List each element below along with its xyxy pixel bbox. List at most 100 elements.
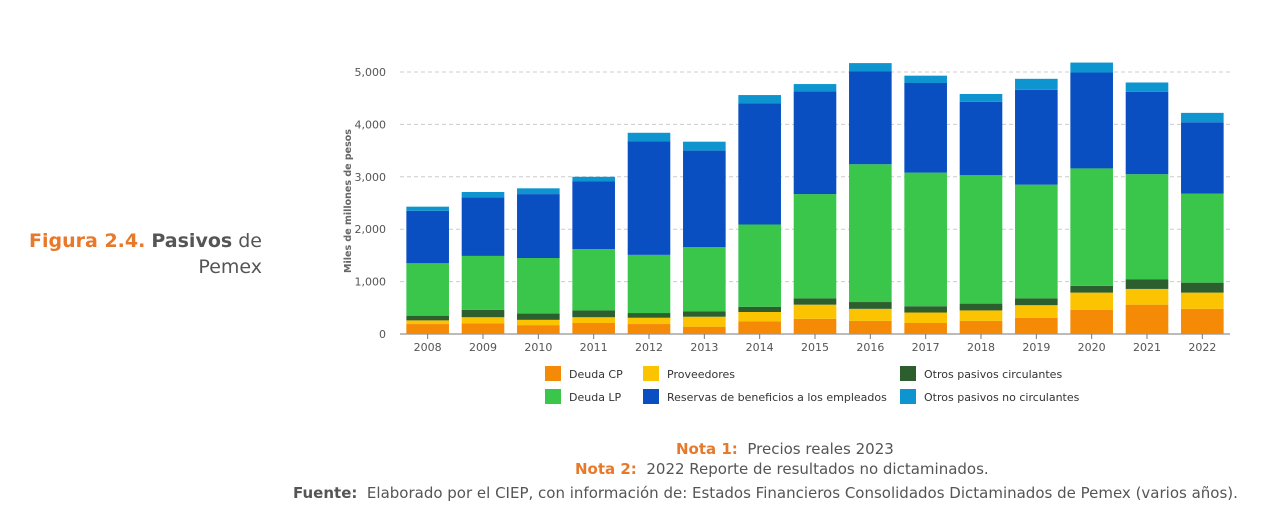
y-tick-label: 1,000 — [355, 276, 387, 289]
bar-segment — [517, 188, 560, 195]
nota-1: Nota 1: Precios reales 2023 — [676, 440, 894, 458]
nota-2: Nota 2: 2022 Reporte de resultados no di… — [575, 460, 989, 478]
bar-segment — [738, 311, 781, 322]
bar-segment — [793, 318, 837, 334]
x-tick-label: 2012 — [635, 341, 663, 354]
bar-segment — [1015, 184, 1058, 299]
legend-label: Reservas de beneficios a los empleados — [667, 391, 887, 404]
y-tick-label: 4,000 — [355, 118, 387, 131]
x-tick-label: 2016 — [856, 341, 884, 354]
bar-segment — [738, 95, 781, 104]
bar-segment — [959, 320, 1003, 334]
figure-title-bold: Pasivos — [151, 230, 233, 252]
bar-segment — [572, 310, 615, 318]
figure-title: Figura 2.4. Pasivos de Pemex — [0, 228, 262, 280]
y-tick-label: 3,000 — [355, 171, 387, 184]
y-axis: 0 1,000 2,000 3,000 4,000 5,000 — [355, 66, 387, 341]
bar-segment — [572, 249, 615, 311]
legend-label: Otros pasivos no circulantes — [924, 391, 1080, 404]
bar-segment — [1181, 282, 1224, 293]
bar-segment — [1125, 279, 1169, 289]
fuente-label: Fuente: — [293, 484, 358, 502]
bar-segment — [738, 306, 781, 312]
bar-segment — [738, 321, 781, 334]
bar-segment — [406, 263, 449, 316]
y-tick-label: 0 — [379, 328, 386, 341]
bar-segment — [517, 319, 560, 326]
bar-segment — [1181, 193, 1224, 283]
x-axis: 2008 2009 2010 2011 2012 2013 2014 2015 2016 2017… — [414, 334, 1216, 354]
bar-segment — [849, 302, 892, 309]
bar-segment — [793, 84, 837, 92]
legend-label: Deuda LP — [569, 391, 622, 404]
legend-label: Otros pasivos circulantes — [924, 368, 1062, 381]
bar-segment — [1181, 292, 1224, 309]
bar-segment — [627, 141, 671, 255]
bar-segment — [904, 83, 947, 173]
legend-label: Deuda CP — [569, 368, 623, 381]
legend-swatch — [643, 389, 659, 404]
bar-segment — [738, 224, 781, 307]
x-tick-label: 2019 — [1022, 341, 1050, 354]
x-tick-label: 2010 — [524, 341, 552, 354]
bar-segment — [517, 313, 560, 320]
figure-label: Figura 2.4. — [29, 230, 146, 252]
fuente: Fuente: Elaborado por el CIEP, con infor… — [293, 484, 1238, 502]
bar-segment — [793, 194, 837, 299]
nota-2-text: 2022 Reporte de resultados no dictaminad… — [646, 460, 989, 478]
bar-segment — [904, 322, 947, 334]
bar-segment — [793, 91, 837, 195]
bar-segment — [461, 191, 505, 198]
nota-2-label: Nota 2: — [575, 460, 637, 478]
x-tick-label: 2021 — [1133, 341, 1161, 354]
bar-segment — [1015, 317, 1058, 334]
bar-segment — [406, 320, 449, 325]
bar-segment — [461, 317, 505, 324]
bar-segment — [959, 303, 1003, 311]
figure-title-line2: Pemex — [198, 256, 262, 278]
legend-item: Reservas de beneficios a los empleados — [643, 389, 887, 404]
bar-segment — [627, 317, 671, 325]
bar-segment — [849, 308, 892, 321]
bar-segment — [1181, 308, 1224, 334]
legend-swatch — [900, 389, 916, 404]
nota-1-text: Precios reales 2023 — [747, 440, 894, 458]
bar-segment — [1015, 78, 1058, 90]
x-tick-label: 2015 — [801, 341, 829, 354]
x-tick-label: 2013 — [690, 341, 718, 354]
bar-segment — [1070, 309, 1113, 334]
fuente-text: Elaborado por el CIEP, con información d… — [366, 484, 1238, 502]
bar-segment — [683, 316, 726, 327]
bar-segment — [461, 197, 505, 256]
legend-item: Proveedores — [643, 366, 735, 381]
x-tick-label: 2017 — [912, 341, 940, 354]
y-axis-label: Miles de millones de pesos — [343, 129, 354, 273]
bar-segment — [849, 164, 892, 303]
bar-segment — [1070, 292, 1113, 310]
bar-segment — [683, 247, 726, 312]
bars — [406, 62, 1224, 334]
bar-segment — [406, 324, 449, 334]
y-tick-label: 2,000 — [355, 223, 387, 236]
x-tick-label: 2009 — [469, 341, 497, 354]
bar-segment — [572, 322, 615, 334]
bar-segment — [959, 94, 1003, 102]
bar-segment — [406, 206, 449, 211]
legend-swatch — [545, 389, 561, 404]
bar-segment — [627, 132, 671, 142]
bar-segment — [1070, 168, 1113, 286]
bar-segment — [1125, 304, 1169, 334]
bar-segment — [1125, 82, 1169, 92]
bar-segment — [849, 320, 892, 334]
legend-item: Deuda CP — [545, 366, 623, 381]
bar-segment — [738, 103, 781, 225]
bar-segment — [627, 324, 671, 334]
bar-segment — [904, 172, 947, 307]
x-tick-label: 2018 — [967, 341, 995, 354]
bar-segment — [683, 150, 726, 248]
bar-segment — [517, 258, 560, 314]
bar-segment — [904, 75, 947, 84]
x-tick-label: 2008 — [414, 341, 442, 354]
stacked-bar-chart: 0 1,000 2,000 3,000 4,000 5,000 Miles de mill… — [343, 62, 1230, 404]
legend-item: Deuda LP — [545, 389, 622, 404]
